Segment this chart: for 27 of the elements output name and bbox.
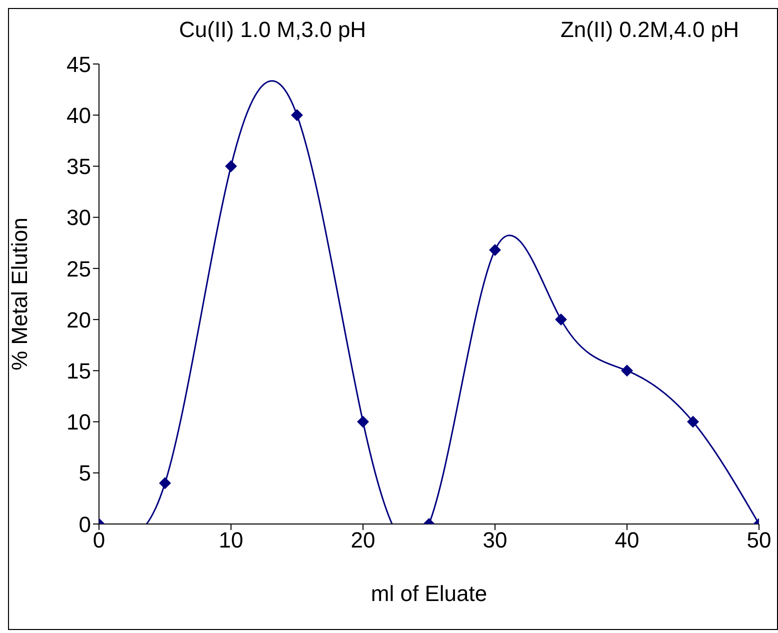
x-tick-label: 20 <box>350 528 376 553</box>
text: Cu(II) 1.0 M,3.0 pH <box>179 17 366 43</box>
point <box>357 416 369 428</box>
x-tick-label: 40 <box>614 528 640 553</box>
x-tick-label: 10 <box>218 528 244 553</box>
y-tick-label: 40 <box>66 102 91 128</box>
y-tick-label: 20 <box>66 307 91 332</box>
y-tick-label: 45 <box>66 52 91 77</box>
text: Zn(II) 0.2M,4.0 pH <box>560 17 739 43</box>
y-tick-label: 5 <box>78 460 91 486</box>
y-axis-title: % Metal Elution <box>6 218 32 370</box>
y-tick-label: 10 <box>66 410 91 435</box>
y-tick-label: 35 <box>66 154 91 180</box>
x-tick-label: 30 <box>482 528 508 553</box>
point <box>159 477 171 490</box>
point <box>225 160 237 172</box>
point <box>621 364 633 377</box>
point <box>291 109 303 122</box>
y-tick-label: 15 <box>66 358 91 384</box>
point <box>489 244 501 256</box>
x-axis-title: ml of Eluate <box>370 581 488 606</box>
y-tick-label: 30 <box>66 205 91 230</box>
point <box>555 314 567 326</box>
y-tick-label: 25 <box>66 256 91 282</box>
x-tick-label: 50 <box>746 528 772 553</box>
point <box>687 416 699 428</box>
y-tick-label: 0 <box>78 512 91 537</box>
